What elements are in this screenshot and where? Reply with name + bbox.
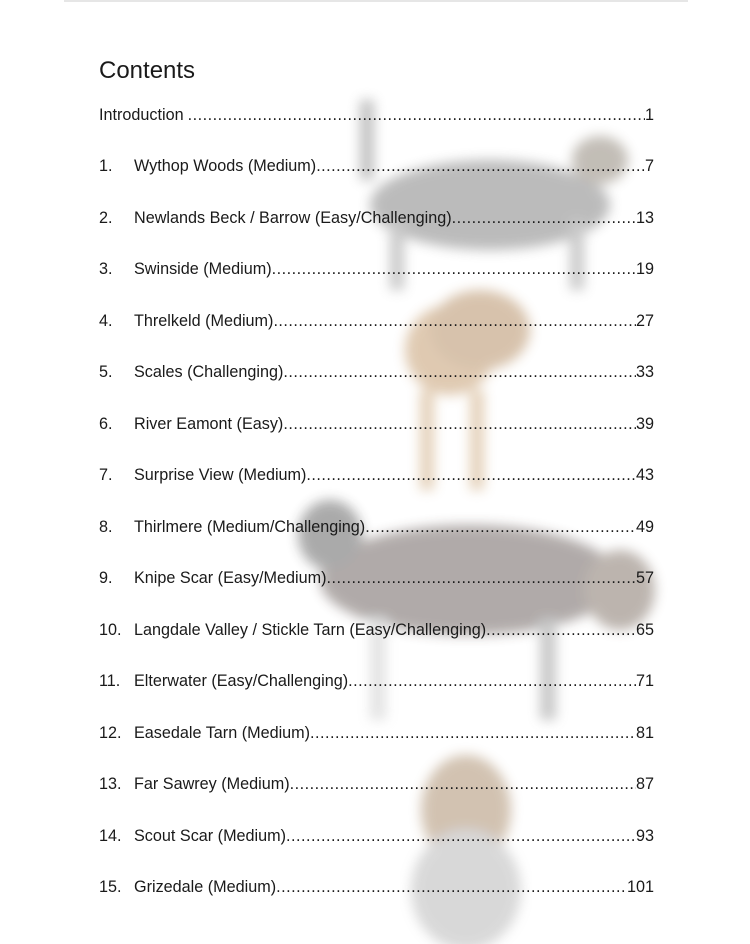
- dot-leader: ........................................…: [286, 827, 636, 845]
- toc-entry-page: 71: [635, 672, 654, 690]
- toc-entry-number: 6.: [99, 415, 113, 433]
- toc-entry-number: 1.: [99, 157, 113, 175]
- toc-entry[interactable]: 6. River Eamont (Easy)...................…: [99, 415, 654, 435]
- toc-entry[interactable]: 8. Thirlmere (Medium/Challenging)........…: [99, 518, 654, 538]
- toc-entry-page: 87: [635, 775, 654, 793]
- toc-entry-number: 10.: [99, 621, 122, 639]
- toc-entry-number: 9.: [99, 569, 113, 587]
- toc-entry[interactable]: 12. Easedale Tarn (Medium)...............…: [99, 724, 654, 744]
- toc-entry-label: Knipe Scar (Easy/Medium): [134, 569, 327, 587]
- toc-entry-label: Easedale Tarn (Medium): [134, 724, 311, 742]
- toc-entry-number: 14.: [99, 827, 122, 845]
- toc-entry-page: 81: [635, 724, 654, 742]
- toc-entry-label: Elterwater (Easy/Challenging): [134, 672, 349, 690]
- dot-leader: ........................................…: [283, 415, 636, 433]
- toc-entry[interactable]: 3. Swinside (Medium).....................…: [99, 260, 654, 280]
- toc-entry-page: 39: [635, 415, 654, 433]
- dot-leader: ........................................…: [310, 724, 636, 742]
- toc-entry-number: 13.: [99, 775, 122, 793]
- toc-entry-number: 12.: [99, 724, 122, 742]
- toc-entry[interactable]: 4. Threlkeld (Medium)....................…: [99, 312, 654, 332]
- dot-leader: ........................................…: [289, 775, 636, 793]
- toc-entry-page: 13: [635, 209, 654, 227]
- toc-entry-label: Wythop Woods (Medium): [134, 157, 317, 175]
- toc-entry-page: 43: [635, 466, 654, 484]
- dot-leader: ........................................…: [348, 672, 636, 690]
- toc-entry-page: 33: [635, 363, 654, 381]
- toc-entry-page: 49: [635, 518, 654, 536]
- toc-entry[interactable]: 10. Langdale Valley / Stickle Tarn (Easy/…: [99, 621, 654, 641]
- dot-leader: ........................................…: [273, 312, 636, 330]
- toc-entry-number: 2.: [99, 209, 113, 227]
- toc-entry[interactable]: 14. Scout Scar (Medium)..................…: [99, 827, 654, 847]
- toc-entry-number: 3.: [99, 260, 113, 278]
- toc-entry-page: 19: [635, 260, 654, 278]
- dot-leader: ........................................…: [276, 878, 627, 896]
- toc-entry-label: Threlkeld (Medium): [134, 312, 274, 330]
- toc-entry-page: 93: [635, 827, 654, 845]
- toc-entry[interactable]: 9. Knipe Scar (Easy/Medium)..............…: [99, 569, 654, 589]
- page-title: Contents: [99, 57, 196, 84]
- toc-entry-label: Far Sawrey (Medium): [134, 775, 290, 793]
- dot-leader: ........................................…: [306, 466, 636, 484]
- toc-entry-label: Scales (Challenging): [134, 363, 284, 381]
- toc-entry-number: 8.: [99, 518, 113, 536]
- page-top-edge: [64, 0, 688, 2]
- toc-entry-label: Scout Scar (Medium): [134, 827, 287, 845]
- toc-entry[interactable]: 11. Elterwater (Easy/Challenging)........…: [99, 672, 654, 692]
- toc-entry-page: 7: [644, 157, 654, 175]
- dot-leader: ........................................…: [271, 260, 636, 278]
- toc-entry-label: Introduction: [99, 106, 184, 124]
- toc-entry[interactable]: 7. Surprise View (Medium)................…: [99, 466, 654, 486]
- toc-entry-label: Surprise View (Medium): [134, 466, 307, 484]
- toc-entry[interactable]: 2. Newlands Beck / Barrow (Easy/Challengi…: [99, 209, 654, 229]
- toc-entry-number: 11.: [99, 672, 121, 690]
- toc-entry-label: Thirlmere (Medium/Challenging): [134, 518, 366, 536]
- dot-leader: ........................................…: [365, 518, 636, 536]
- toc-entry[interactable]: 13. Far Sawrey (Medium)..................…: [99, 775, 654, 795]
- toc-entry-number: 7.: [99, 466, 113, 484]
- toc-entry[interactable]: 1. Wythop Woods (Medium).................…: [99, 157, 654, 177]
- dot-leader: ........................................…: [283, 363, 636, 381]
- toc-entry-label: Newlands Beck / Barrow (Easy/Challenging…: [134, 209, 452, 227]
- toc-entry-page: 65: [635, 621, 654, 639]
- dot-leader: ........................................…: [187, 106, 645, 124]
- toc-entry[interactable]: Introduction............................…: [99, 106, 654, 126]
- dot-leader: ........................................…: [326, 569, 636, 587]
- toc-entry-label: Langdale Valley / Stickle Tarn (Easy/Cha…: [134, 621, 487, 639]
- toc-entry-page: 1: [644, 106, 654, 124]
- toc-entry-number: 5.: [99, 363, 113, 381]
- toc-entry-label: Grizedale (Medium): [134, 878, 277, 896]
- dot-leader: ........................................…: [316, 157, 645, 175]
- toc-entry-number: 4.: [99, 312, 113, 330]
- toc-entry[interactable]: 15. Grizedale (Medium)...................…: [99, 878, 654, 898]
- toc-entry-label: River Eamont (Easy): [134, 415, 284, 433]
- toc-entry-label: Swinside (Medium): [134, 260, 272, 278]
- toc-entry-page: 57: [635, 569, 654, 587]
- toc-entry-page: 27: [635, 312, 654, 330]
- dot-leader: ........................................…: [451, 209, 636, 227]
- toc-entry[interactable]: 5. Scales (Challenging)..................…: [99, 363, 654, 383]
- toc-entry-number: 15.: [99, 878, 122, 896]
- dot-leader: ........................................…: [486, 621, 636, 639]
- toc-entry-page: 101: [626, 878, 654, 896]
